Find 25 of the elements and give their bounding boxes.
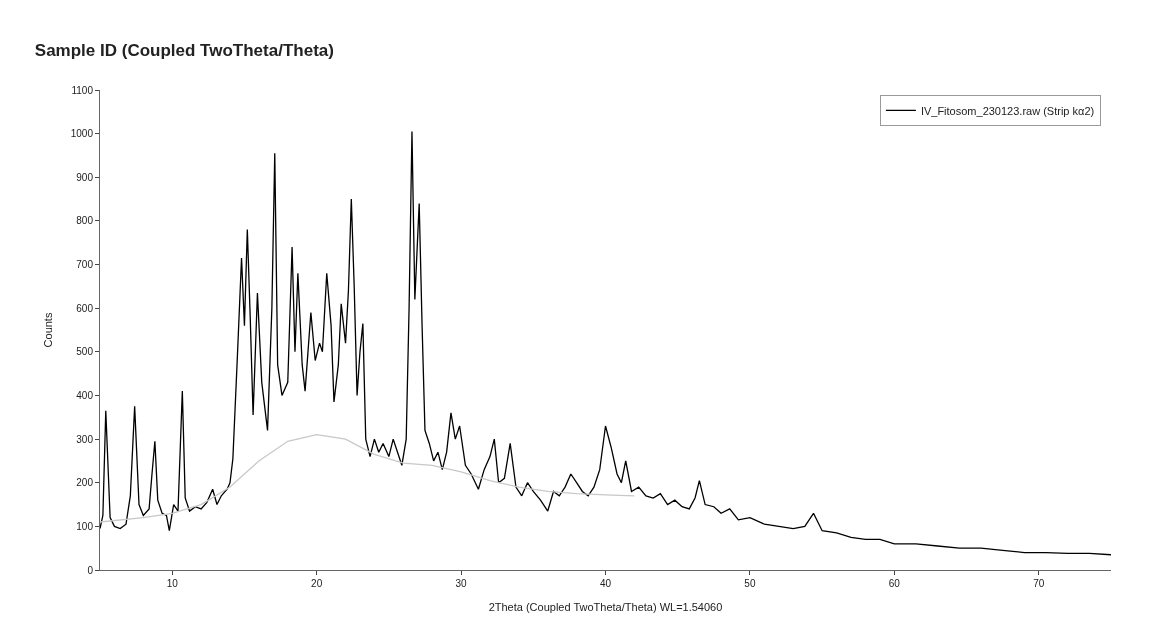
y-tick-label: 200 [76,477,94,489]
y-tick-label: 1000 [70,128,94,140]
y-tick-label: 700 [76,259,94,271]
y-tick-label: 900 [76,171,94,183]
x-tick-label: 40 [599,578,612,589]
x-tick-label: 70 [1033,578,1045,589]
line-series [100,434,636,523]
x-tick-label: 60 [888,578,901,589]
y-tick-label: 100 [76,520,94,532]
y-tick-label: 500 [76,346,94,358]
y-tick-label: 0 [87,564,94,576]
line-series [100,130,1111,556]
y-axis-title: Counts [42,312,55,348]
x-axis-title: 2Theta (Coupled TwoTheta/Theta) WL=1.54060 [488,601,723,614]
y-tick-label: 1100 [71,84,94,96]
y-tick-label: 600 [76,302,94,314]
x-tick-label: 30 [455,578,468,589]
y-tick-label: 300 [76,433,94,445]
chart-title: Sample ID (Coupled TwoTheta/Theta) [34,41,334,61]
x-tick-label: 10 [166,578,179,589]
x-tick-label: 20 [311,578,323,589]
y-tick-label: 800 [76,215,94,227]
x-tick-label: 50 [744,578,756,589]
y-tick-label: 400 [76,389,94,401]
legend-label: IV_Fitosom_230123.raw (Strip kα2) [920,104,1095,117]
